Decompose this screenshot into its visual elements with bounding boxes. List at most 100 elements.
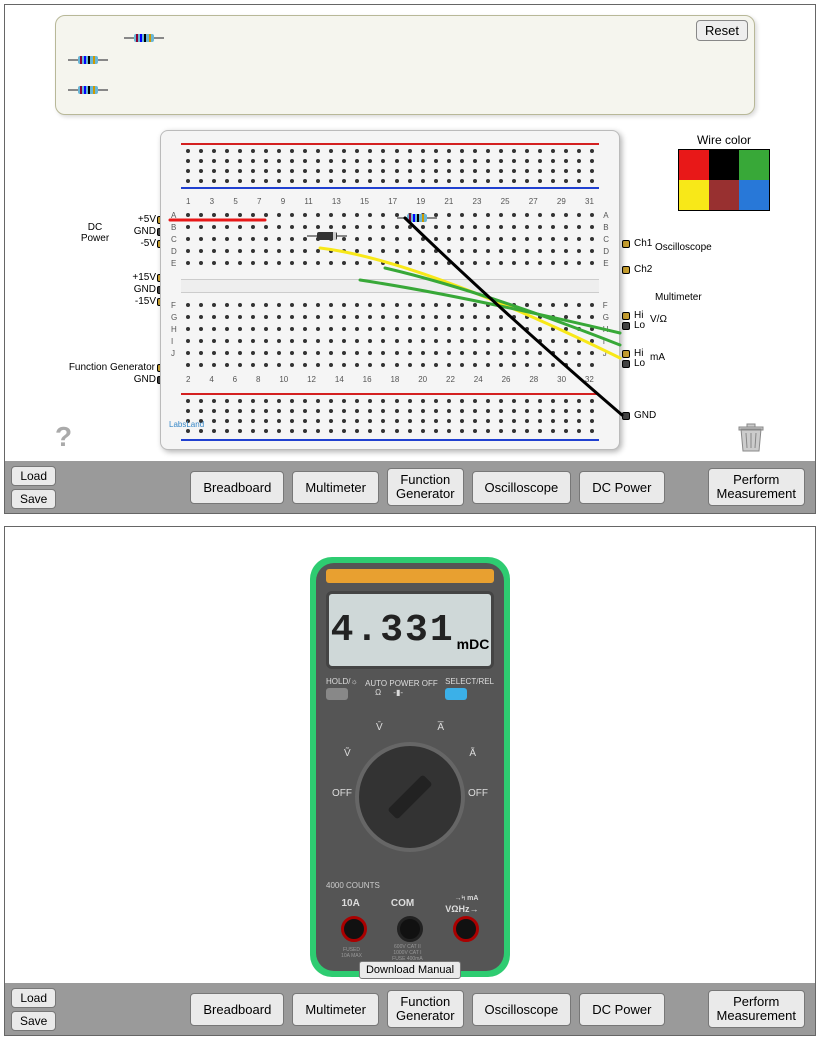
download-manual-button[interactable]: Download Manual [359,961,461,979]
multimeter-device: 4.331 mDC HOLD/☼ AUTO POWER OFF Ω -▮- SE… [310,557,510,977]
resistor-component[interactable] [68,54,108,66]
wire-color-swatch[interactable] [679,180,709,210]
bb-row[interactable] [186,315,594,319]
bb-rail-row[interactable] [186,149,594,153]
bb-row[interactable] [186,327,594,331]
select-label: SELECT/REL [445,677,494,686]
gnd-label: GND [130,284,156,295]
save-button[interactable]: Save [11,489,56,509]
trash-icon[interactable] [737,421,765,453]
bb-rail-row[interactable] [186,169,594,173]
ohm-label: Ω [375,688,381,697]
connector-ahi[interactable] [622,350,630,358]
multimeter-panel: 4.331 mDC HOLD/☼ AUTO POWER OFF Ω -▮- SE… [4,526,816,1036]
bb-rail-row[interactable] [186,179,594,183]
meter-brand-bar [326,569,494,583]
oscilloscope-tab[interactable]: Oscilloscope [472,471,572,504]
multimeter-tab[interactable]: Multimeter [292,471,379,504]
wire-color-swatch[interactable] [679,150,709,180]
port-com[interactable] [397,916,423,942]
resistor-component[interactable] [124,32,164,44]
bb-rail-row[interactable] [186,159,594,163]
bb-row[interactable] [186,213,594,217]
meter-unit: mDC [457,636,490,652]
connector-vhi[interactable] [622,312,630,320]
bb-row[interactable] [186,237,594,241]
multimeter-tab[interactable]: Multimeter [292,993,379,1026]
connector-ch1[interactable] [622,240,630,248]
placed-resistor[interactable] [397,212,437,224]
cap-label: -▮- [393,688,403,697]
port-fine-10a: FUSED 10A MAX [341,947,362,959]
hold-label: HOLD/☼ [326,677,358,686]
hold-button[interactable] [326,688,348,700]
perform-measurement-button[interactable]: PerformMeasurement [708,468,805,507]
bb-rail-row[interactable] [186,399,594,403]
function-generator-tab[interactable]: FunctionGenerator [387,468,464,507]
ch1-label: Ch1 [634,238,652,249]
breadboard-tab[interactable]: Breadboard [190,993,284,1026]
wire-color-swatch[interactable] [709,180,739,210]
wire-color-swatch[interactable] [709,150,739,180]
port-10a-label: 10A [342,898,360,909]
save-button[interactable]: Save [11,1011,56,1031]
vlo-label: Lo [634,320,645,331]
bb-row[interactable] [186,249,594,253]
load-button[interactable]: Load [11,466,56,486]
bb-row[interactable] [186,225,594,229]
wire-color-swatch[interactable] [739,150,769,180]
resistor-component[interactable] [68,84,108,96]
mm-label: Multimeter [655,292,702,303]
help-icon[interactable]: ? [55,421,72,453]
perform-measurement-button[interactable]: PerformMeasurement [708,990,805,1029]
ma-label: mA [650,352,665,363]
counts-label: 4000 COUNTS [326,881,494,890]
port-v-label: VΩHz→ [445,904,478,914]
connector-ch2[interactable] [622,266,630,274]
bb-rail-row[interactable] [186,419,594,423]
connector-gnd[interactable] [622,412,630,420]
dial-a-ac: A͂ [469,748,476,759]
ch2-label: Ch2 [634,264,652,275]
bb-rail-row[interactable] [186,409,594,413]
bb-row[interactable] [186,303,594,307]
meter-reading: 4.331 [331,609,455,652]
dc-power-tab[interactable]: DC Power [579,993,664,1026]
load-button[interactable]: Load [11,988,56,1008]
meter-screen: 4.331 mDC [326,591,494,669]
select-button[interactable] [445,688,467,700]
connector-alo[interactable] [622,360,630,368]
meter-dial[interactable] [355,742,465,852]
port-com-label: COM [391,898,414,909]
oscilloscope-tab[interactable]: Oscilloscope [472,993,572,1026]
bb-row[interactable] [186,351,594,355]
auto-label: AUTO POWER OFF [365,679,438,688]
labsland-logo: LabsLand [169,420,204,429]
gnd-label: GND [130,374,156,385]
function-generator-tab[interactable]: FunctionGenerator [387,990,464,1029]
breadboard[interactable]: 135791113151719212325272931 ABCDE ABCDE … [160,130,620,450]
reset-button[interactable]: Reset [696,20,748,41]
n5v-label: -5V [130,238,156,249]
dc-power-tab[interactable]: DC Power [579,471,664,504]
bb-row[interactable] [186,261,594,265]
gnd-label: GND [634,410,656,421]
breadboard-tab[interactable]: Breadboard [190,471,284,504]
vohm-label: V/Ω [650,314,667,325]
p15v-label: +15V [124,272,156,283]
wire-color-swatch[interactable] [739,180,769,210]
port-vohm[interactable] [453,916,479,942]
component-tray[interactable]: Reset [55,15,755,115]
bb-row[interactable] [186,339,594,343]
breadboard-panel: Reset DC Power +5V GND -5V +15V GND -15V… [4,4,816,514]
breadboard-area: DC Power +5V GND -5V +15V GND -15V Funct… [100,130,720,460]
bb-row[interactable] [186,363,594,367]
p5v-label: +5V [130,214,156,225]
connector-vlo[interactable] [622,322,630,330]
bb-rail-row[interactable] [186,429,594,433]
placed-diode[interactable] [307,230,347,242]
dial-off-r: OFF [468,788,488,799]
gnd-label: GND [130,226,156,237]
port-10a[interactable] [341,916,367,942]
port-fine-v: 600V CAT II 1000V CAT I FUSE 400mA [392,944,423,962]
